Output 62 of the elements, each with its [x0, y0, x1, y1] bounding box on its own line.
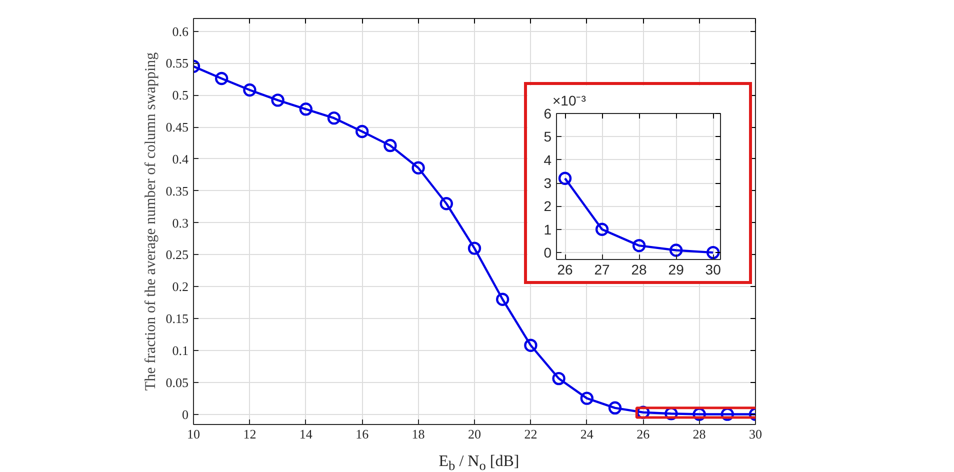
y-tick-label: 1	[544, 221, 552, 238]
y-tick-label: 0.5	[172, 88, 188, 103]
y-tick-label: 3	[544, 175, 552, 192]
point	[669, 244, 683, 257]
y-tick-label: 4	[544, 152, 552, 168]
y-tick-label: 0.05	[166, 374, 188, 390]
x-tick-label: 24	[580, 426, 594, 442]
point	[608, 401, 622, 414]
point	[468, 242, 482, 255]
y-tick-label: 0.15	[166, 311, 188, 326]
x-tick-label: 29	[668, 262, 684, 278]
point	[384, 138, 397, 152]
y-tick-label: 6	[544, 106, 552, 122]
x-tick-label: 12	[243, 426, 256, 442]
x-tick-label: 26	[557, 262, 574, 278]
x-tick-label: 20	[468, 426, 481, 442]
y-tick-label: 0.45	[166, 120, 188, 135]
x-tick-label: 27	[594, 262, 610, 278]
annotation: ×10⁻³	[552, 92, 586, 108]
point	[720, 408, 734, 421]
y-tick-label: 5	[544, 128, 552, 145]
point	[595, 222, 609, 236]
point	[412, 161, 425, 174]
x-tick-label: 22	[524, 426, 538, 442]
point	[215, 72, 228, 86]
y-axis-title: The fraction of the average number of column swapping	[142, 52, 159, 391]
y-tick-label: 0.3	[172, 215, 188, 230]
x-tick-label: 14	[299, 426, 313, 442]
y-tick-label: 0	[544, 244, 552, 261]
x-tick-label: 26	[636, 426, 650, 442]
y-tick-label: 0.25	[166, 247, 188, 262]
point	[706, 246, 720, 260]
x-tick-label: 10	[187, 426, 200, 442]
point	[496, 292, 510, 306]
y-tick-label: 0.1	[172, 342, 188, 358]
point	[580, 392, 594, 405]
y-tick-label: 0.35	[166, 183, 188, 198]
point	[440, 197, 453, 210]
point	[524, 338, 538, 352]
point	[243, 83, 256, 97]
point	[299, 102, 312, 116]
y-tick-label: 2	[544, 198, 552, 214]
y-tick-label: 0.6	[172, 24, 189, 39]
point	[664, 407, 678, 420]
x-tick-label: 30	[749, 426, 762, 442]
x-tick-label: 30	[705, 262, 722, 278]
point	[692, 408, 706, 421]
point	[271, 94, 284, 107]
x-tick-label: 18	[412, 426, 425, 442]
y-tick-label: 0	[182, 406, 188, 422]
y-tick-label: 0.4	[172, 151, 189, 166]
y-tick-label: 0.55	[166, 56, 188, 71]
point	[632, 239, 646, 252]
x-tick-label: 28	[631, 262, 648, 278]
point	[558, 172, 572, 185]
point	[327, 111, 341, 125]
y-tick-label: 0.2	[172, 279, 188, 294]
point	[356, 124, 369, 138]
point	[552, 372, 566, 386]
x-tick-label: 16	[356, 426, 370, 442]
x-axis-title: E$_{b}$ / N$_{o}$ [dB]	[438, 452, 520, 472]
x-tick-label: 28	[692, 426, 706, 442]
